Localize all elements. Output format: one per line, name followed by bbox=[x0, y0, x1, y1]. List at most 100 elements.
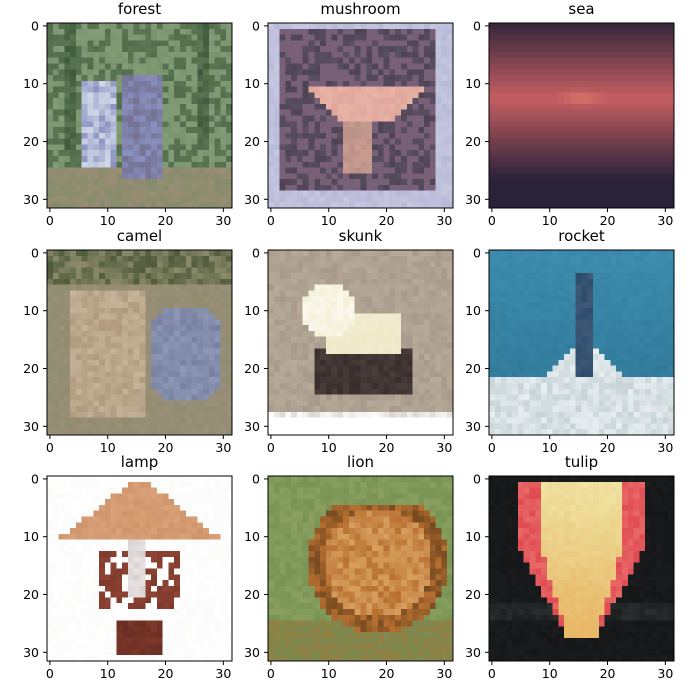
panel-image bbox=[268, 476, 454, 662]
x-tick-label: 0 bbox=[46, 213, 54, 228]
y-tick-label: 20 bbox=[465, 361, 481, 376]
y-tick-label: 30 bbox=[23, 645, 39, 660]
panel-sea: sea 0 10 20 30 0 10 20 30 bbox=[465, 0, 675, 228]
panel-title: forest bbox=[118, 0, 161, 18]
y-tick-label: 10 bbox=[465, 529, 481, 544]
y-tick-label: 20 bbox=[465, 587, 481, 602]
y-tick-label: 0 bbox=[473, 245, 481, 260]
panel-title: lamp bbox=[121, 453, 159, 471]
x-tick-label: 30 bbox=[215, 213, 231, 228]
panel-tulip: tulip 0 10 20 30 0 10 20 30 bbox=[465, 453, 675, 681]
axes-frame bbox=[488, 249, 675, 436]
axes-frame bbox=[46, 249, 233, 436]
panel-title: tulip bbox=[565, 453, 598, 471]
panel-image bbox=[47, 476, 233, 662]
y-tick-label: 20 bbox=[244, 361, 260, 376]
panel-title: skunk bbox=[339, 227, 383, 245]
y-tick-label: 0 bbox=[252, 18, 260, 33]
axes-frame bbox=[267, 22, 454, 209]
y-tick-label: 30 bbox=[465, 192, 481, 207]
panel-title: lion bbox=[347, 453, 374, 471]
y-tick-label: 30 bbox=[244, 419, 260, 434]
panel-image bbox=[489, 250, 675, 436]
x-tick-label: 10 bbox=[100, 666, 116, 681]
panel-lion: lion 0 10 20 30 0 10 20 30 bbox=[244, 453, 454, 681]
y-tick-label: 30 bbox=[244, 192, 260, 207]
x-tick-label: 20 bbox=[158, 666, 174, 681]
x-tick-label: 0 bbox=[267, 213, 275, 228]
y-tick-label: 30 bbox=[23, 419, 39, 434]
x-tick-label: 10 bbox=[321, 440, 337, 455]
panel-mushroom: mushroom 0 10 20 30 0 10 20 30 bbox=[244, 0, 454, 228]
x-tick-label: 20 bbox=[600, 440, 616, 455]
x-tick-label: 20 bbox=[379, 213, 395, 228]
x-tick-label: 20 bbox=[600, 213, 616, 228]
axes-frame bbox=[488, 475, 675, 662]
x-tick-label: 20 bbox=[600, 666, 616, 681]
x-tick-label: 30 bbox=[436, 440, 452, 455]
y-tick-label: 0 bbox=[31, 245, 39, 260]
panel-title: rocket bbox=[558, 227, 605, 245]
x-tick-label: 0 bbox=[46, 440, 54, 455]
y-tick-label: 20 bbox=[244, 587, 260, 602]
y-tick-label: 20 bbox=[23, 361, 39, 376]
y-tick-label: 30 bbox=[244, 645, 260, 660]
y-tick-label: 10 bbox=[244, 76, 260, 91]
axes-frame bbox=[267, 475, 454, 662]
panel-image bbox=[47, 23, 233, 209]
y-tick-label: 20 bbox=[244, 134, 260, 149]
x-tick-label: 0 bbox=[267, 440, 275, 455]
y-tick-label: 0 bbox=[31, 18, 39, 33]
axes-frame bbox=[488, 22, 675, 209]
panel-title: mushroom bbox=[320, 0, 400, 18]
y-tick-label: 0 bbox=[473, 18, 481, 33]
y-tick-label: 0 bbox=[31, 471, 39, 486]
axes-frame bbox=[267, 249, 454, 436]
x-tick-label: 10 bbox=[100, 440, 116, 455]
panel-title: sea bbox=[568, 0, 594, 18]
panel-title: camel bbox=[117, 227, 162, 245]
y-tick-label: 10 bbox=[465, 303, 481, 318]
y-tick-label: 20 bbox=[23, 134, 39, 149]
y-tick-label: 10 bbox=[465, 76, 481, 91]
x-tick-label: 10 bbox=[542, 666, 558, 681]
x-tick-label: 20 bbox=[158, 440, 174, 455]
y-tick-label: 0 bbox=[252, 471, 260, 486]
y-tick-label: 30 bbox=[465, 419, 481, 434]
x-tick-label: 0 bbox=[488, 440, 496, 455]
x-tick-label: 30 bbox=[657, 666, 673, 681]
panel-forest: forest 0 10 20 30 0 10 20 30 bbox=[23, 0, 233, 228]
x-tick-label: 30 bbox=[657, 440, 673, 455]
panel-skunk: skunk 0 10 20 30 0 10 20 30 bbox=[244, 227, 454, 455]
x-tick-label: 20 bbox=[379, 440, 395, 455]
x-tick-label: 0 bbox=[488, 213, 496, 228]
axes-frame bbox=[46, 22, 233, 209]
x-tick-label: 30 bbox=[215, 666, 231, 681]
y-tick-label: 10 bbox=[244, 529, 260, 544]
y-tick-label: 10 bbox=[23, 76, 39, 91]
panel-image bbox=[489, 476, 675, 662]
y-tick-label: 20 bbox=[465, 134, 481, 149]
y-tick-label: 0 bbox=[473, 471, 481, 486]
y-tick-label: 30 bbox=[465, 645, 481, 660]
y-tick-label: 10 bbox=[23, 303, 39, 318]
x-tick-label: 10 bbox=[542, 440, 558, 455]
x-tick-label: 10 bbox=[321, 666, 337, 681]
y-tick-label: 10 bbox=[23, 529, 39, 544]
panel-image bbox=[268, 250, 454, 436]
x-tick-label: 0 bbox=[46, 666, 54, 681]
y-tick-label: 20 bbox=[23, 587, 39, 602]
panel-lamp: lamp 0 10 20 30 0 10 20 30 bbox=[23, 453, 233, 681]
x-tick-label: 0 bbox=[267, 666, 275, 681]
x-tick-label: 10 bbox=[100, 213, 116, 228]
x-tick-label: 30 bbox=[436, 213, 452, 228]
x-tick-label: 20 bbox=[158, 213, 174, 228]
panel-image bbox=[268, 23, 454, 209]
axes-frame bbox=[46, 475, 233, 662]
x-tick-label: 0 bbox=[488, 666, 496, 681]
x-tick-label: 30 bbox=[657, 213, 673, 228]
x-tick-label: 30 bbox=[436, 666, 452, 681]
y-tick-label: 0 bbox=[252, 245, 260, 260]
x-tick-label: 10 bbox=[321, 213, 337, 228]
